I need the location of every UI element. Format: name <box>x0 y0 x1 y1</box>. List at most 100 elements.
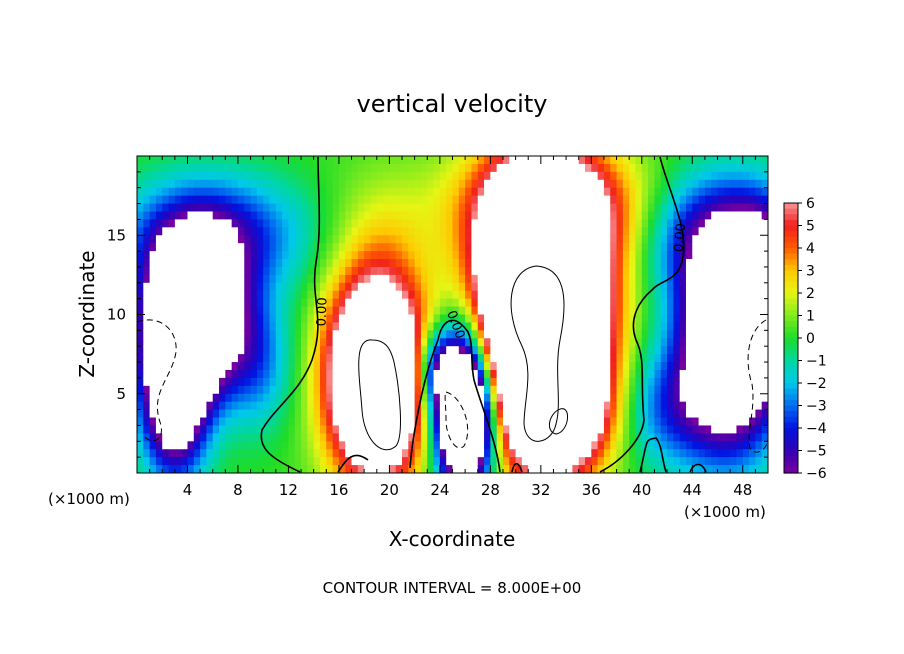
field-cell <box>654 282 662 292</box>
field-cell <box>364 171 372 181</box>
field-cell <box>502 251 510 260</box>
field-cell <box>534 409 542 419</box>
field-cell <box>717 179 725 189</box>
x-tick-label: 48 <box>733 481 752 499</box>
field-cell <box>187 306 195 316</box>
field-cell <box>603 314 611 324</box>
field-cell <box>212 235 220 244</box>
field-cell <box>711 290 719 300</box>
field-cell <box>155 235 163 244</box>
field-cell <box>521 362 529 371</box>
field-cell <box>294 457 302 466</box>
field-cell <box>137 346 144 355</box>
field-cell <box>603 235 611 244</box>
field-cell <box>244 235 252 244</box>
field-cell <box>212 306 220 316</box>
field-cell <box>730 338 738 347</box>
field-cell <box>761 282 768 292</box>
field-cell <box>143 171 151 181</box>
field-cell <box>433 171 441 181</box>
field-cell <box>559 235 567 244</box>
field-cell <box>603 227 611 236</box>
field-cell <box>282 330 290 339</box>
field-cell <box>755 409 763 419</box>
field-cell <box>610 282 618 292</box>
field-cell <box>458 369 466 379</box>
field-cell <box>572 457 580 466</box>
field-cell <box>641 457 649 466</box>
field-cell <box>761 338 768 347</box>
field-cell <box>698 235 706 244</box>
field-cell <box>155 274 163 284</box>
field-cell <box>559 401 567 411</box>
field-cell <box>515 441 523 450</box>
field-cell <box>250 219 258 228</box>
field-cell <box>326 393 334 403</box>
field-cell <box>742 314 750 324</box>
field-cell <box>206 433 214 442</box>
field-cell <box>193 409 201 419</box>
field-cell <box>660 203 668 213</box>
field-cell <box>509 417 517 427</box>
field-cell <box>698 409 706 419</box>
field-cell <box>364 314 372 324</box>
field-cell <box>692 409 700 419</box>
field-cell <box>250 393 258 403</box>
field-cell <box>364 322 372 331</box>
field-cell <box>181 298 189 308</box>
field-cell <box>414 377 422 387</box>
field-cell <box>749 425 756 434</box>
field-cell <box>288 393 296 403</box>
field-cell <box>502 362 510 371</box>
field-cell <box>326 377 334 387</box>
field-cell <box>559 163 567 173</box>
field-cell <box>433 465 441 473</box>
field-cell <box>528 282 536 292</box>
field-cell <box>566 179 573 189</box>
field-cell <box>471 251 479 260</box>
field-cell <box>559 195 567 205</box>
field-cell <box>326 163 334 173</box>
field-cell <box>711 377 719 387</box>
field-cell <box>761 235 768 244</box>
field-cell <box>597 330 605 339</box>
field-cell <box>761 211 768 220</box>
field-cell <box>282 219 290 228</box>
field-cell <box>591 298 599 308</box>
field-cell <box>755 401 763 411</box>
field-cell <box>307 425 315 434</box>
field-cell <box>515 163 523 173</box>
field-cell <box>704 306 712 316</box>
field-cell <box>603 354 611 363</box>
field-cell <box>370 330 378 339</box>
field-cell <box>484 156 491 165</box>
field-cell <box>572 449 580 458</box>
field-cell <box>490 156 498 165</box>
field-cell <box>465 187 473 197</box>
field-cell <box>717 465 725 473</box>
x-tick-label: 4 <box>183 481 193 499</box>
field-cell <box>578 409 586 419</box>
field-cell <box>319 322 327 331</box>
field-cell <box>553 274 561 284</box>
field-cell <box>263 251 271 260</box>
field-cell <box>162 385 170 395</box>
field-cell <box>471 290 479 300</box>
field-cell <box>610 385 618 395</box>
field-cell <box>225 354 233 363</box>
field-cell <box>288 163 296 173</box>
field-cell <box>231 235 239 244</box>
field-cell <box>572 354 580 363</box>
field-cell <box>168 385 176 395</box>
field-cell <box>616 171 624 181</box>
field-cell <box>187 377 195 387</box>
field-cell <box>730 163 738 173</box>
field-cell <box>528 219 536 228</box>
field-cell <box>629 401 637 411</box>
field-cell <box>635 457 643 466</box>
field-cell <box>730 322 738 331</box>
field-cell <box>219 465 226 473</box>
field-cell <box>698 401 706 411</box>
field-cell <box>559 171 567 181</box>
field-cell <box>231 393 239 403</box>
